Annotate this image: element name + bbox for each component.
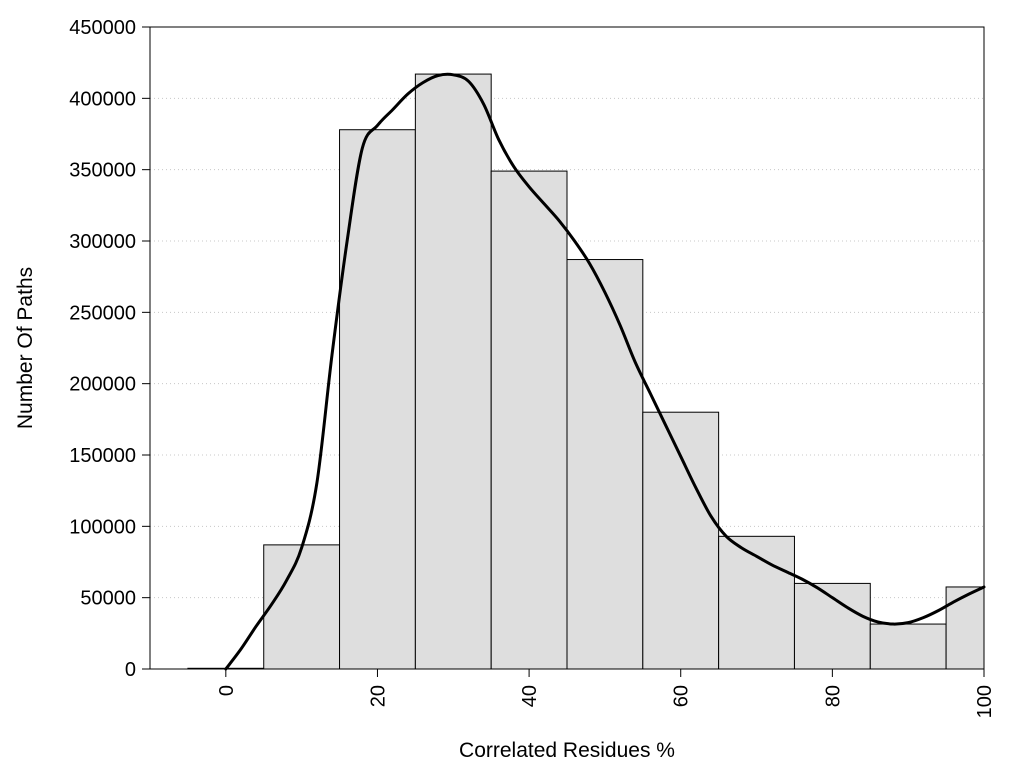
histogram-bar — [945, 586, 985, 670]
histogram-bar — [490, 170, 568, 670]
x-axis-title: Correlated Residues % — [459, 739, 675, 762]
y-tick-label: 100000 — [69, 516, 136, 538]
y-tick-label: 150000 — [69, 445, 136, 467]
y-axis-title: Number Of Paths — [14, 267, 37, 429]
x-tick-label: 100 — [974, 685, 996, 718]
y-tick-label: 400000 — [69, 88, 136, 110]
histogram-bar — [642, 411, 720, 670]
y-tick-label: 350000 — [69, 160, 136, 182]
histogram-bar — [718, 535, 795, 670]
x-tick-label: 0 — [216, 685, 238, 696]
histogram-bar — [869, 623, 947, 670]
y-tick-label: 300000 — [69, 231, 136, 253]
y-tick-label: 0 — [125, 659, 136, 681]
histogram-bar — [566, 259, 644, 670]
y-tick-label: 200000 — [69, 374, 136, 396]
x-tick-label: 40 — [519, 685, 541, 707]
y-tick-label: 450000 — [69, 17, 136, 39]
y-axis: 0 50000 100000 150000 200000 250000 300000 3500… — [69, 17, 150, 681]
x-tick-label: 20 — [367, 685, 389, 707]
y-tick-label: 250000 — [69, 302, 136, 324]
histogram-bar — [263, 544, 341, 670]
bars-layer — [187, 73, 985, 670]
x-tick-label: 60 — [671, 685, 693, 707]
x-tick-label: 80 — [822, 685, 844, 707]
plot-frame — [149, 26, 985, 670]
histogram-bar — [339, 129, 416, 670]
smooth-curve-line — [224, 72, 986, 671]
histogram-bar — [414, 73, 492, 670]
x-axis: 0 20 40 60 80 100 — [216, 669, 996, 718]
curve-layer — [224, 72, 986, 671]
y-tick-label: 50000 — [80, 588, 136, 610]
